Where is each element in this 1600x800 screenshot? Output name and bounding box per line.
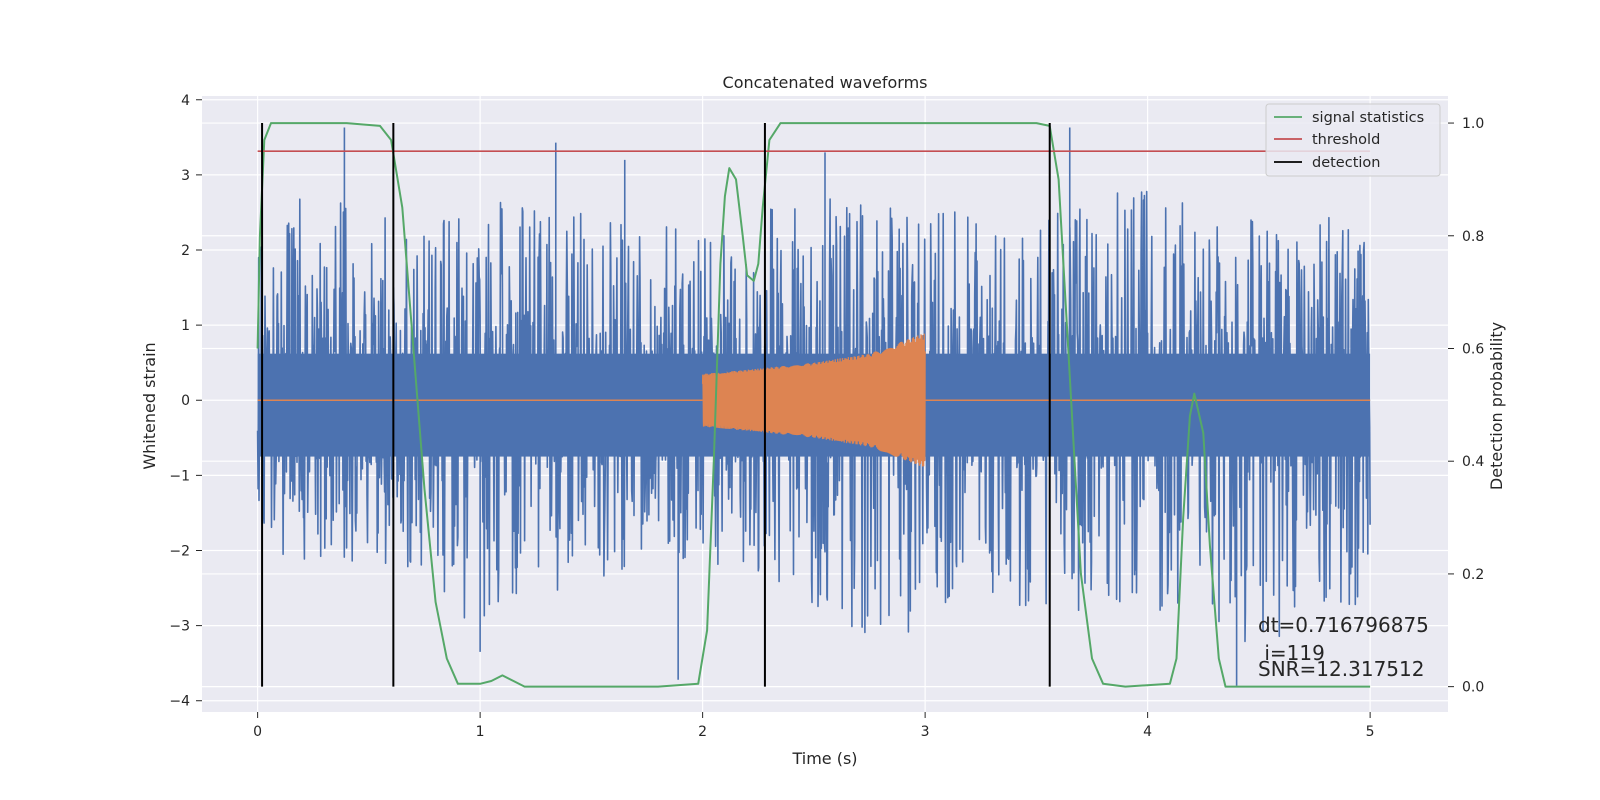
legend-label-signal-statistics: signal statistics [1312, 110, 1424, 126]
y-tick-label: 0 [181, 393, 190, 409]
x-tick-label: 2 [698, 724, 707, 740]
x-tick-label: 5 [1366, 724, 1375, 740]
y-tick-label: 1 [181, 318, 190, 334]
axis-ticks: 0 1 2 3 4 5 4 3 2 1 0 −1 −2 −3 −4 1.0 0.8 0.6 0.4 0.2 0.0 [169, 93, 1484, 740]
y-tick-label: −3 [169, 619, 190, 635]
y-right-tick-label: 1.0 [1462, 116, 1484, 132]
legend-box [1265, 103, 1441, 177]
annotation-index: i=119 [1258, 641, 1325, 665]
y-right-tick-label: 0.8 [1462, 229, 1484, 245]
x-tick-label: 4 [1143, 724, 1152, 740]
detection-series [261, 123, 1051, 687]
y-tick-label: −2 [169, 543, 190, 559]
injected-signal-series [701, 333, 926, 467]
y-tick-label: −4 [169, 694, 190, 710]
y-right-tick-label: 0.4 [1462, 454, 1484, 470]
x-axis-label: Time (s) [791, 749, 857, 768]
y-right-tick-label: 0.6 [1462, 341, 1484, 357]
x-tick-label: 1 [476, 724, 485, 740]
y-tick-label: 3 [181, 168, 190, 184]
chart-title: Concatenated waveforms [723, 73, 928, 92]
x-tick-label: 3 [921, 724, 930, 740]
legend-label-threshold: threshold [1312, 132, 1380, 148]
annotation-dt: dt=0.716796875 [1258, 613, 1429, 637]
annotation-snr: SNR=12.317512 [1258, 657, 1424, 681]
y-right-tick-label: 0.0 [1462, 680, 1484, 696]
y-axis-label: Whitened strain [140, 342, 159, 469]
y-right-tick-label: 0.2 [1462, 567, 1484, 583]
injected-signal-trace [701, 333, 926, 467]
y-tick-label: 4 [181, 93, 190, 109]
y-axis-right-label: Detection probability [1487, 322, 1506, 490]
x-tick-label: 0 [253, 724, 262, 740]
legend: signal statistics threshold detection [1265, 103, 1441, 177]
legend-label-detection: detection [1312, 155, 1380, 171]
y-tick-label: 2 [181, 243, 190, 259]
signal-statistics-series [256, 122, 1371, 688]
y-tick-label: −1 [169, 468, 190, 484]
signal-statistics-line [256, 122, 1371, 688]
